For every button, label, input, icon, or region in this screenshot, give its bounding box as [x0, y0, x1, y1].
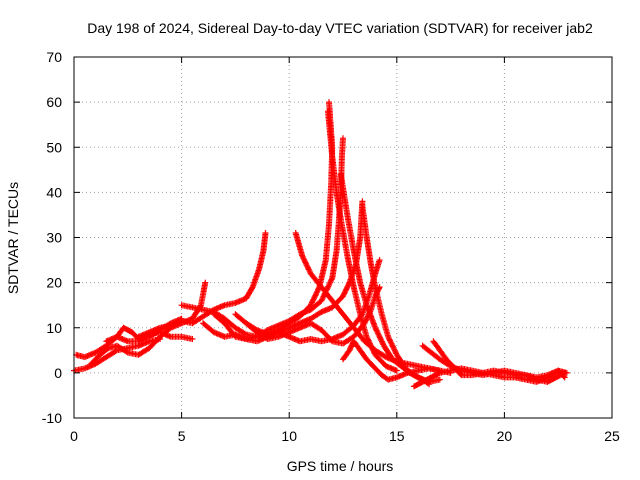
series-markers [411, 365, 570, 390]
x-tick-label: 5 [178, 428, 186, 444]
y-tick-label: 60 [46, 94, 62, 110]
series-track-15 [340, 338, 454, 383]
chart-title: Day 198 of 2024, Sidereal Day-to-day VTE… [87, 20, 593, 36]
x-tick-label: 20 [497, 428, 513, 444]
grid-lines [74, 57, 612, 418]
x-axis-ticks: 0 5 10 15 20 25 [70, 57, 620, 444]
y-tick-label: 50 [46, 139, 62, 155]
y-tick-label: 70 [46, 49, 62, 65]
series-track-18 [411, 365, 570, 390]
y-tick-label: 10 [46, 320, 62, 336]
y-tick-label: 20 [46, 275, 62, 291]
y-tick-label: 30 [46, 230, 62, 246]
y-tick-label: 40 [46, 184, 62, 200]
plot-area [71, 99, 570, 390]
y-tick-label: -10 [42, 410, 62, 426]
series-markers [340, 338, 454, 383]
x-tick-label: 25 [604, 428, 620, 444]
y-tick-label: 0 [54, 365, 62, 381]
x-tick-label: 15 [389, 428, 405, 444]
series-track-12 [324, 108, 400, 374]
x-axis-label: GPS time / hours [287, 458, 394, 474]
x-tick-label: 0 [70, 428, 78, 444]
y-axis-ticks: -10 0 10 20 30 40 50 60 70 [42, 49, 612, 426]
series-markers [324, 108, 400, 374]
y-axis-label: SDTVAR / TECUs [5, 182, 21, 294]
x-tick-label: 10 [281, 428, 297, 444]
